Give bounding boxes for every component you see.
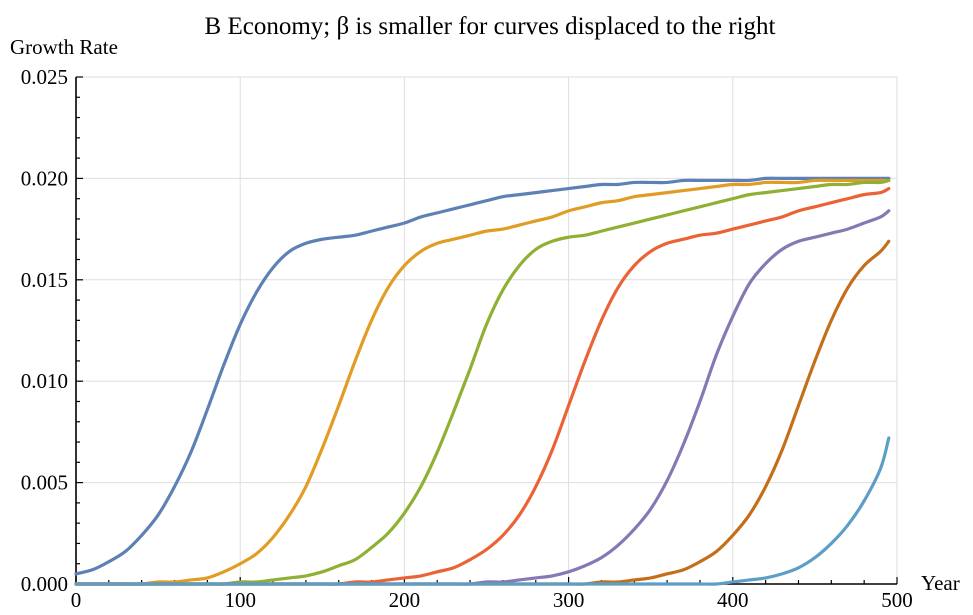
chart-title: B Economy; β is smaller for curves displ… <box>205 13 776 40</box>
x-tick-label: 200 <box>389 588 421 612</box>
series-line-1 <box>74 176 891 576</box>
series-line-2 <box>74 178 891 586</box>
x-tick-label: 100 <box>224 588 256 612</box>
x-tick-label: 400 <box>717 588 749 612</box>
y-tick-label: 0.000 <box>21 572 68 596</box>
y-tick-label: 0.020 <box>21 166 68 190</box>
y-tick-label: 0.005 <box>21 471 68 495</box>
axes <box>75 77 897 585</box>
x-tick-label: 500 <box>881 588 913 612</box>
x-tick-label: 0 <box>71 588 82 612</box>
x-axis-label: Year <box>921 571 960 595</box>
y-axis-label: Growth Rate <box>10 35 118 59</box>
y-tick-label: 0.025 <box>21 65 68 89</box>
series-line-3 <box>74 178 891 586</box>
data-series <box>74 176 891 586</box>
y-tick-label: 0.010 <box>21 369 68 393</box>
series-line-6 <box>74 239 891 586</box>
grid-lines <box>76 76 898 584</box>
ticks <box>75 76 898 585</box>
series-line-7 <box>74 436 891 586</box>
series-line-4 <box>74 186 891 586</box>
x-tick-label: 300 <box>553 588 585 612</box>
y-tick-label: 0.015 <box>21 268 68 292</box>
series-line-5 <box>74 209 891 586</box>
tick-labels: 0 100 200 300 400 500 0.000 0.005 0.010 0.015 0.02… <box>21 65 913 612</box>
